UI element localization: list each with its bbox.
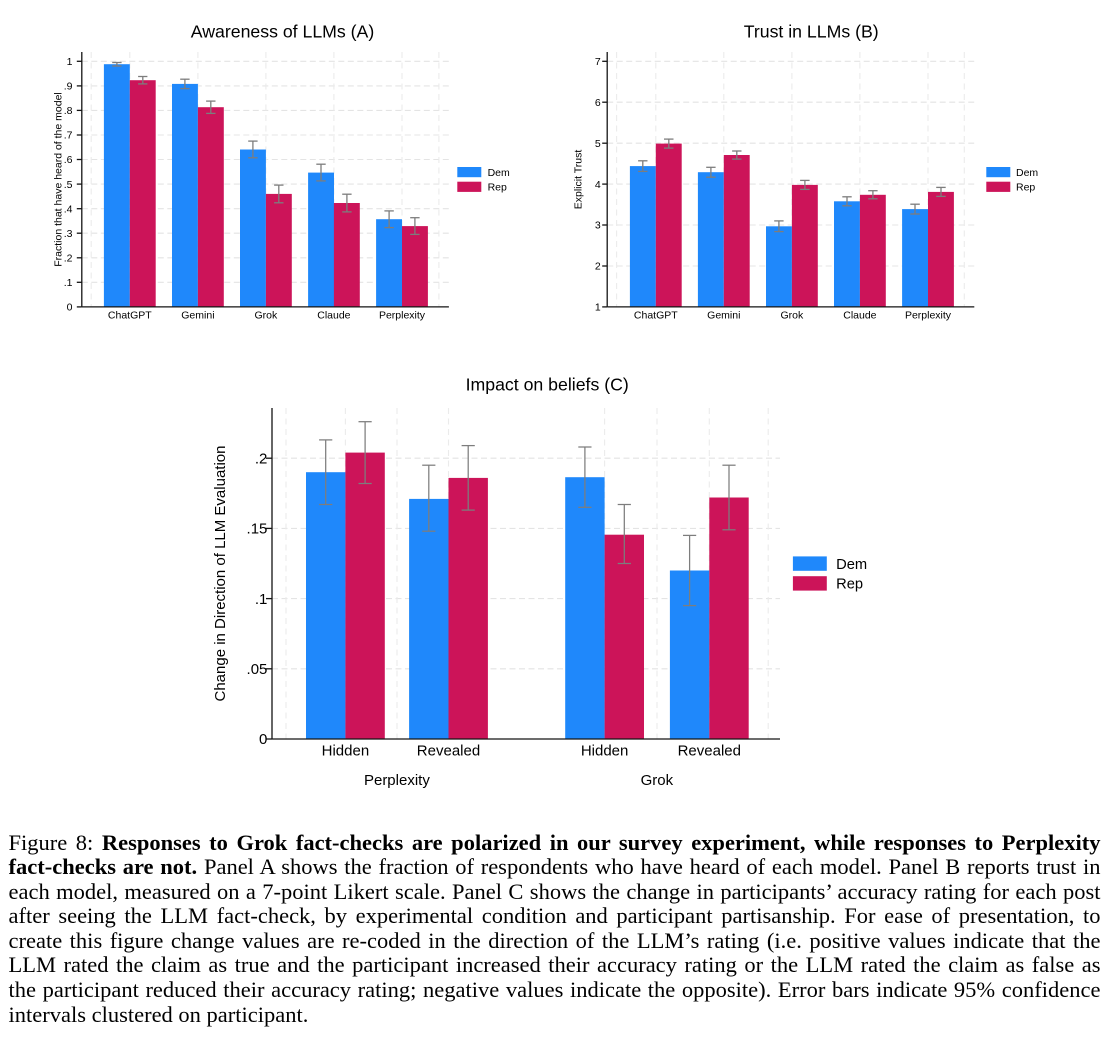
svg-text:Explicit Trust: Explicit Trust bbox=[573, 150, 585, 210]
svg-text:.4: .4 bbox=[64, 203, 73, 215]
svg-text:Hidden: Hidden bbox=[581, 743, 629, 760]
svg-text:Claude: Claude bbox=[317, 310, 350, 322]
svg-text:Rep: Rep bbox=[488, 182, 507, 194]
svg-text:2: 2 bbox=[595, 261, 601, 273]
svg-text:Fraction that have heard of th: Fraction that have heard of the model bbox=[53, 92, 65, 267]
svg-text:Grok: Grok bbox=[781, 310, 805, 322]
svg-text:.2: .2 bbox=[64, 253, 73, 265]
svg-text:3: 3 bbox=[595, 220, 601, 232]
svg-text:ChatGPT: ChatGPT bbox=[108, 310, 152, 322]
svg-text:Perplexity: Perplexity bbox=[905, 310, 952, 322]
svg-text:.7: .7 bbox=[64, 130, 73, 142]
svg-text:Gemini: Gemini bbox=[707, 310, 740, 322]
svg-text:Grok: Grok bbox=[641, 772, 674, 789]
svg-text:Change in Direction of LLM Eva: Change in Direction of LLM Evaluation bbox=[212, 446, 229, 702]
svg-text:ChatGPT: ChatGPT bbox=[634, 310, 678, 322]
svg-text:.5: .5 bbox=[64, 179, 73, 191]
svg-text:.1: .1 bbox=[64, 277, 73, 289]
svg-text:7: 7 bbox=[595, 56, 601, 68]
svg-text:Perplexity: Perplexity bbox=[379, 310, 426, 322]
svg-text:Gemini: Gemini bbox=[181, 310, 214, 322]
svg-text:0: 0 bbox=[67, 302, 73, 314]
svg-text:.2: .2 bbox=[255, 450, 268, 467]
svg-text:Revealed: Revealed bbox=[678, 743, 741, 760]
svg-text:5: 5 bbox=[595, 138, 601, 150]
svg-text:0: 0 bbox=[259, 731, 267, 748]
svg-text:Dem: Dem bbox=[488, 167, 510, 179]
svg-text:Revealed: Revealed bbox=[417, 743, 480, 760]
svg-text:Dem: Dem bbox=[836, 557, 867, 573]
svg-text:Rep: Rep bbox=[836, 577, 863, 593]
svg-text:Grok: Grok bbox=[255, 310, 279, 322]
svg-text:1: 1 bbox=[67, 56, 73, 68]
svg-text:.8: .8 bbox=[64, 105, 73, 117]
svg-text:Claude: Claude bbox=[843, 310, 876, 322]
svg-text:Trust in LLMs (B): Trust in LLMs (B) bbox=[744, 21, 879, 41]
svg-text:4: 4 bbox=[595, 179, 601, 191]
svg-text:Awareness of LLMs (A): Awareness of LLMs (A) bbox=[191, 21, 375, 41]
svg-text:.6: .6 bbox=[64, 154, 73, 166]
svg-text:Perplexity: Perplexity bbox=[364, 772, 430, 789]
svg-text:Dem: Dem bbox=[1016, 167, 1038, 179]
svg-text:.3: .3 bbox=[64, 228, 73, 240]
svg-text:Impact on beliefs (C): Impact on beliefs (C) bbox=[466, 375, 629, 395]
svg-text:1: 1 bbox=[595, 302, 601, 314]
svg-text:.15: .15 bbox=[247, 521, 268, 538]
svg-text:6: 6 bbox=[595, 97, 601, 109]
svg-text:.1: .1 bbox=[255, 591, 268, 608]
svg-text:.05: .05 bbox=[247, 661, 268, 678]
svg-text:Hidden: Hidden bbox=[322, 743, 370, 760]
svg-text:.9: .9 bbox=[64, 81, 73, 93]
svg-text:Rep: Rep bbox=[1016, 182, 1035, 194]
